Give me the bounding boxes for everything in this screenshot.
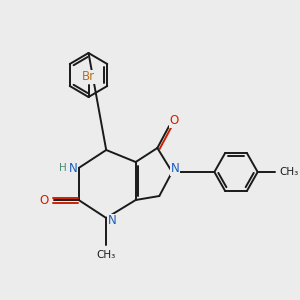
Text: H: H bbox=[59, 163, 67, 173]
Text: N: N bbox=[108, 214, 116, 227]
Text: N: N bbox=[68, 161, 77, 175]
Text: Br: Br bbox=[82, 70, 95, 83]
Text: CH₃: CH₃ bbox=[97, 250, 116, 260]
Text: CH₃: CH₃ bbox=[280, 167, 299, 177]
Text: N: N bbox=[171, 163, 179, 176]
Text: O: O bbox=[169, 115, 179, 128]
Text: O: O bbox=[40, 194, 49, 206]
